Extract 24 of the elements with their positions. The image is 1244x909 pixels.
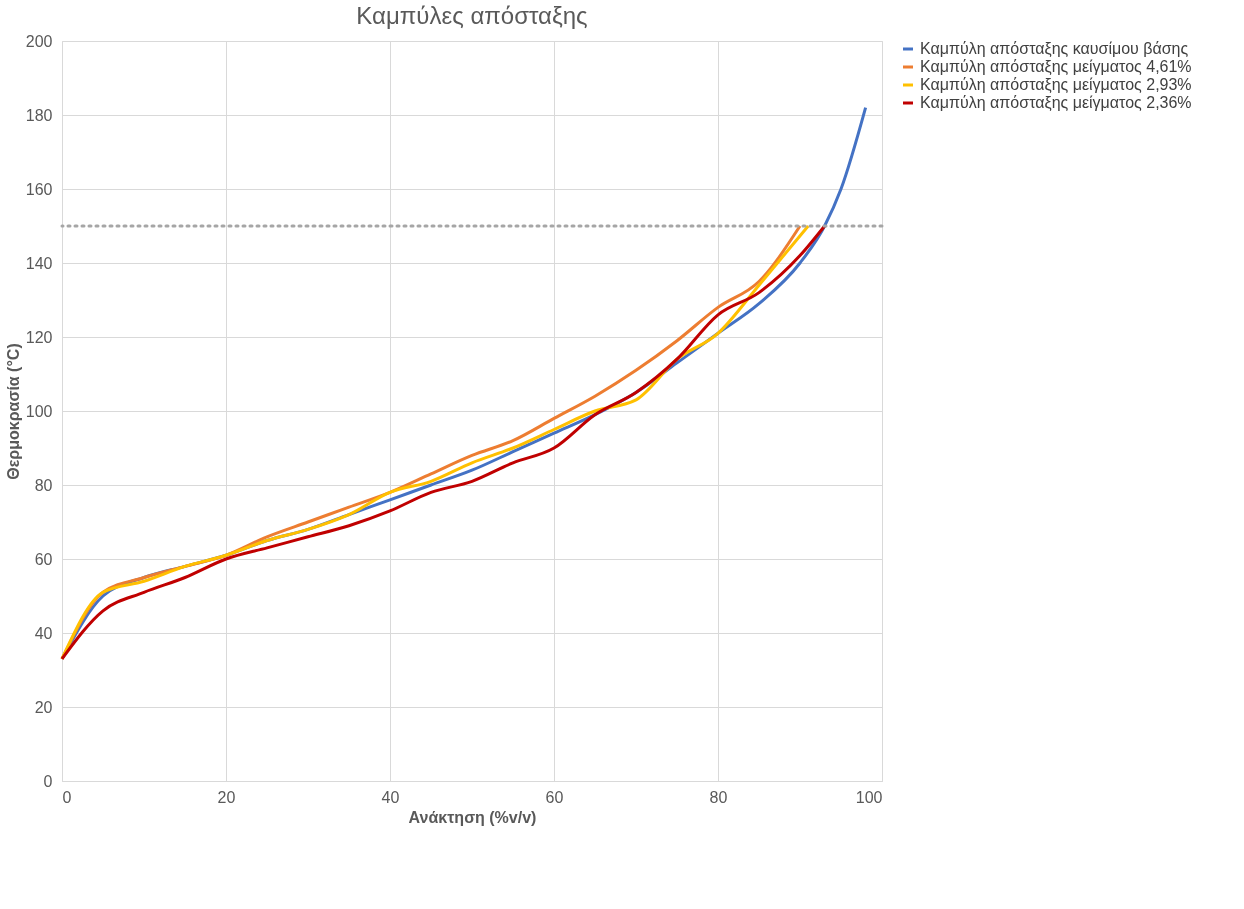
y-tick-label: 140 bbox=[25, 254, 53, 272]
y-tick-label: 80 bbox=[34, 476, 53, 494]
legend-label: Καμπύλη απόσταξης μείγματος 2,93% bbox=[920, 76, 1192, 94]
x-tick-label: 60 bbox=[545, 788, 564, 806]
y-tick-label: 60 bbox=[34, 550, 53, 568]
chart-title: Καμπύλες απόσταξης bbox=[356, 2, 588, 29]
y-tick-label: 20 bbox=[34, 698, 53, 716]
y-tick-label: 40 bbox=[34, 624, 53, 642]
x-tick-label: 80 bbox=[709, 788, 728, 806]
legend-label: Καμπύλη απόσταξης μείγματος 4,61% bbox=[920, 58, 1192, 76]
y-tick-label: 180 bbox=[25, 106, 53, 124]
y-axis-title: Θερμοκρασία (°C) bbox=[4, 343, 22, 480]
x-tick-label: 100 bbox=[855, 788, 883, 806]
y-tick-label: 100 bbox=[25, 402, 53, 420]
legend-label: Καμπύλη απόσταξης καυσίμου βάσης bbox=[920, 40, 1189, 58]
x-axis-title: Ανάκτηση (%v/v) bbox=[408, 808, 537, 826]
y-tick-label: 120 bbox=[25, 328, 53, 346]
x-tick-label: 40 bbox=[381, 788, 400, 806]
y-tick-label: 160 bbox=[25, 180, 53, 198]
x-tick-label: 20 bbox=[217, 788, 236, 806]
y-tick-label: 0 bbox=[43, 772, 53, 790]
x-tick-label: 0 bbox=[62, 788, 72, 806]
y-tick-label: 200 bbox=[25, 32, 53, 50]
legend-label: Καμπύλη απόσταξης μείγματος 2,36% bbox=[920, 94, 1192, 112]
